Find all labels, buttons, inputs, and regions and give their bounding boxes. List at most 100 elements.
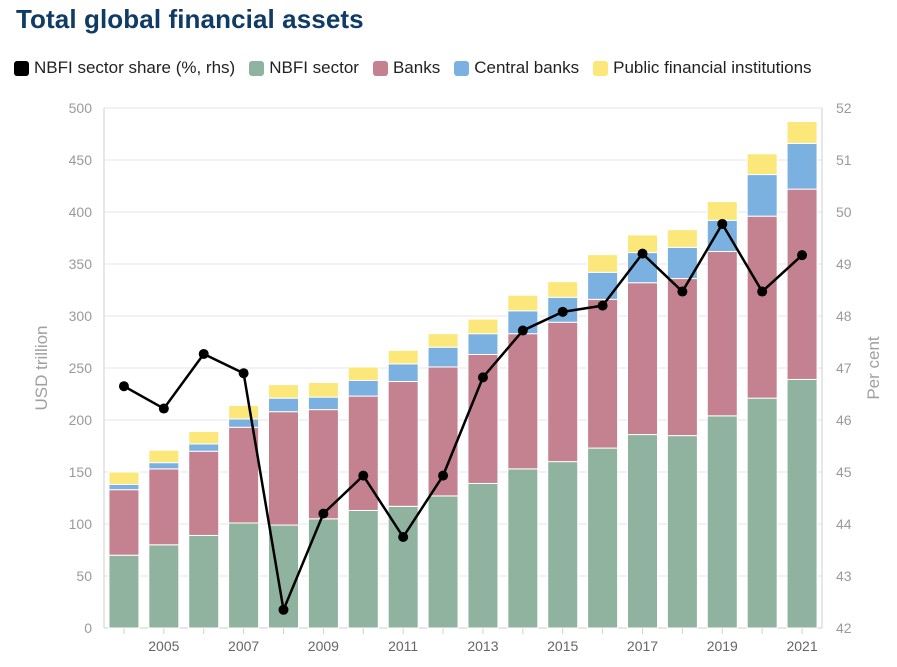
legend-label-nbfi-sector: NBFI sector (269, 58, 359, 77)
bar-public-financial-institutions (148, 449, 180, 464)
bar-central-banks (786, 142, 818, 190)
bar-central-banks (148, 462, 180, 470)
bar-nbfi-sector (507, 468, 539, 629)
bar-banks (347, 395, 379, 511)
point-nbfi-share (398, 532, 409, 542)
line-nbfi-share (123, 222, 803, 612)
y-tick-label: 100 (69, 516, 93, 532)
y-tick-label: 450 (69, 152, 93, 168)
bar-nbfi-sector (108, 554, 140, 629)
bar-central-banks (347, 379, 379, 397)
bar-central-banks (188, 443, 220, 452)
bar-banks (666, 278, 698, 437)
bar-public-financial-institutions (228, 404, 260, 420)
bar-nbfi-sector (268, 524, 299, 629)
bar-nbfi-sector (706, 415, 738, 629)
bar-central-banks (268, 397, 299, 413)
bar-banks (547, 321, 579, 463)
legend-item-nbfi-sector[interactable]: NBFI sector (249, 58, 359, 78)
bar-banks (507, 333, 539, 470)
point-nbfi-share (238, 368, 249, 379)
page-title: Total global financial assets (16, 4, 364, 34)
y2-tick-label: 50 (836, 204, 852, 220)
point-nbfi-share (438, 470, 449, 481)
bar-public-financial-institutions (746, 153, 778, 176)
y2-tick-label: 49 (836, 256, 852, 272)
point-nbfi-share (198, 348, 209, 359)
point-nbfi-share (158, 403, 169, 414)
bar-banks (148, 468, 180, 546)
y-tick-label: 0 (84, 620, 92, 636)
bar-public-financial-institutions (108, 471, 140, 485)
y2-tick-label: 48 (836, 308, 852, 324)
bar-nbfi-sector (547, 461, 579, 629)
point-nbfi-share (757, 286, 768, 297)
bar-central-banks (387, 363, 419, 383)
bar-banks (587, 298, 619, 449)
bar-nbfi-sector (746, 397, 778, 629)
x-tick-label: 2017 (627, 638, 658, 654)
y-axis-title: USD trillion (32, 325, 51, 410)
point-nbfi-share (637, 248, 648, 259)
y2-tick-label: 52 (836, 100, 852, 116)
legend-label-banks: Banks (392, 58, 441, 77)
legend: NBFI sector share (%, rhs) NBFI sector B… (14, 58, 826, 78)
y-tick-label: 150 (69, 464, 93, 480)
x-tick-label: 2011 (388, 638, 418, 654)
bar-nbfi-sector (148, 544, 180, 629)
legend-swatch-nbfi-sector (249, 60, 265, 76)
bar-public-financial-institutions (427, 333, 459, 348)
x-tick-label: 2009 (308, 638, 339, 654)
legend-item-public-fi[interactable]: Public financial institutions (593, 58, 812, 78)
legend-item-banks[interactable]: Banks (372, 58, 441, 78)
legend-item-nbfi-share[interactable]: NBFI sector share (%, rhs) (14, 58, 235, 78)
y-tick-label: 300 (69, 308, 93, 324)
y-tick-label: 500 (69, 100, 93, 116)
y2-tick-label: 45 (836, 464, 852, 480)
x-tick-label: 2007 (228, 638, 259, 654)
point-nbfi-share (278, 604, 289, 615)
legend-label-central-banks: Central banks (474, 58, 580, 77)
bar-banks (108, 489, 140, 556)
bar-public-financial-institutions (347, 366, 379, 381)
bar-nbfi-sector (587, 447, 619, 629)
bar-central-banks (427, 346, 459, 368)
bar-nbfi-sector (387, 505, 419, 629)
bar-public-financial-institutions (507, 294, 539, 312)
bar-public-financial-institutions (706, 201, 738, 221)
y-tick-label: 200 (69, 412, 93, 428)
bar-public-financial-institutions (188, 430, 220, 445)
point-nbfi-share (597, 300, 608, 311)
bar-public-financial-institutions (547, 281, 579, 298)
bar-banks (188, 450, 220, 536)
bar-banks (627, 282, 658, 436)
bar-public-financial-institutions (268, 384, 299, 399)
bar-central-banks (746, 174, 778, 217)
point-nbfi-share (358, 470, 369, 481)
bar-banks (268, 411, 299, 526)
point-nbfi-share (318, 508, 329, 519)
point-nbfi-share (118, 381, 129, 392)
bar-nbfi-sector (228, 522, 260, 629)
x-tick-label: 2005 (148, 638, 179, 654)
y2-tick-label: 42 (836, 620, 852, 636)
bar-public-financial-institutions (666, 229, 698, 248)
legend-label-public-fi: Public financial institutions (613, 58, 812, 77)
y-tick-label: 50 (76, 568, 92, 584)
y-tick-label: 350 (69, 256, 93, 272)
point-nbfi-share (517, 325, 528, 336)
bar-banks (746, 215, 778, 399)
x-tick-label: 2021 (786, 638, 817, 654)
legend-item-central-banks[interactable]: Central banks (454, 58, 579, 78)
point-nbfi-share (477, 372, 488, 383)
bar-central-banks (587, 271, 619, 300)
bar-banks (387, 381, 419, 507)
y-tick-label: 400 (69, 204, 93, 220)
bar-nbfi-sector (786, 378, 818, 629)
bar-central-banks (228, 418, 260, 428)
y2-tick-label: 46 (836, 412, 852, 428)
point-nbfi-share (797, 250, 808, 261)
bar-central-banks (307, 396, 339, 411)
bar-banks (228, 426, 260, 524)
